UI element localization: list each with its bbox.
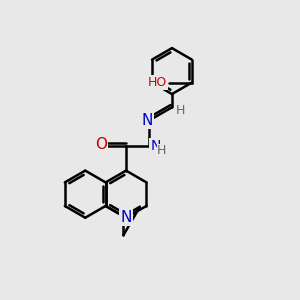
Text: N: N — [151, 139, 161, 153]
Text: H: H — [157, 144, 166, 158]
Text: H: H — [176, 104, 185, 117]
Text: O: O — [95, 137, 107, 152]
Text: HO: HO — [148, 76, 167, 89]
Text: N: N — [142, 113, 153, 128]
Text: N: N — [120, 210, 132, 225]
